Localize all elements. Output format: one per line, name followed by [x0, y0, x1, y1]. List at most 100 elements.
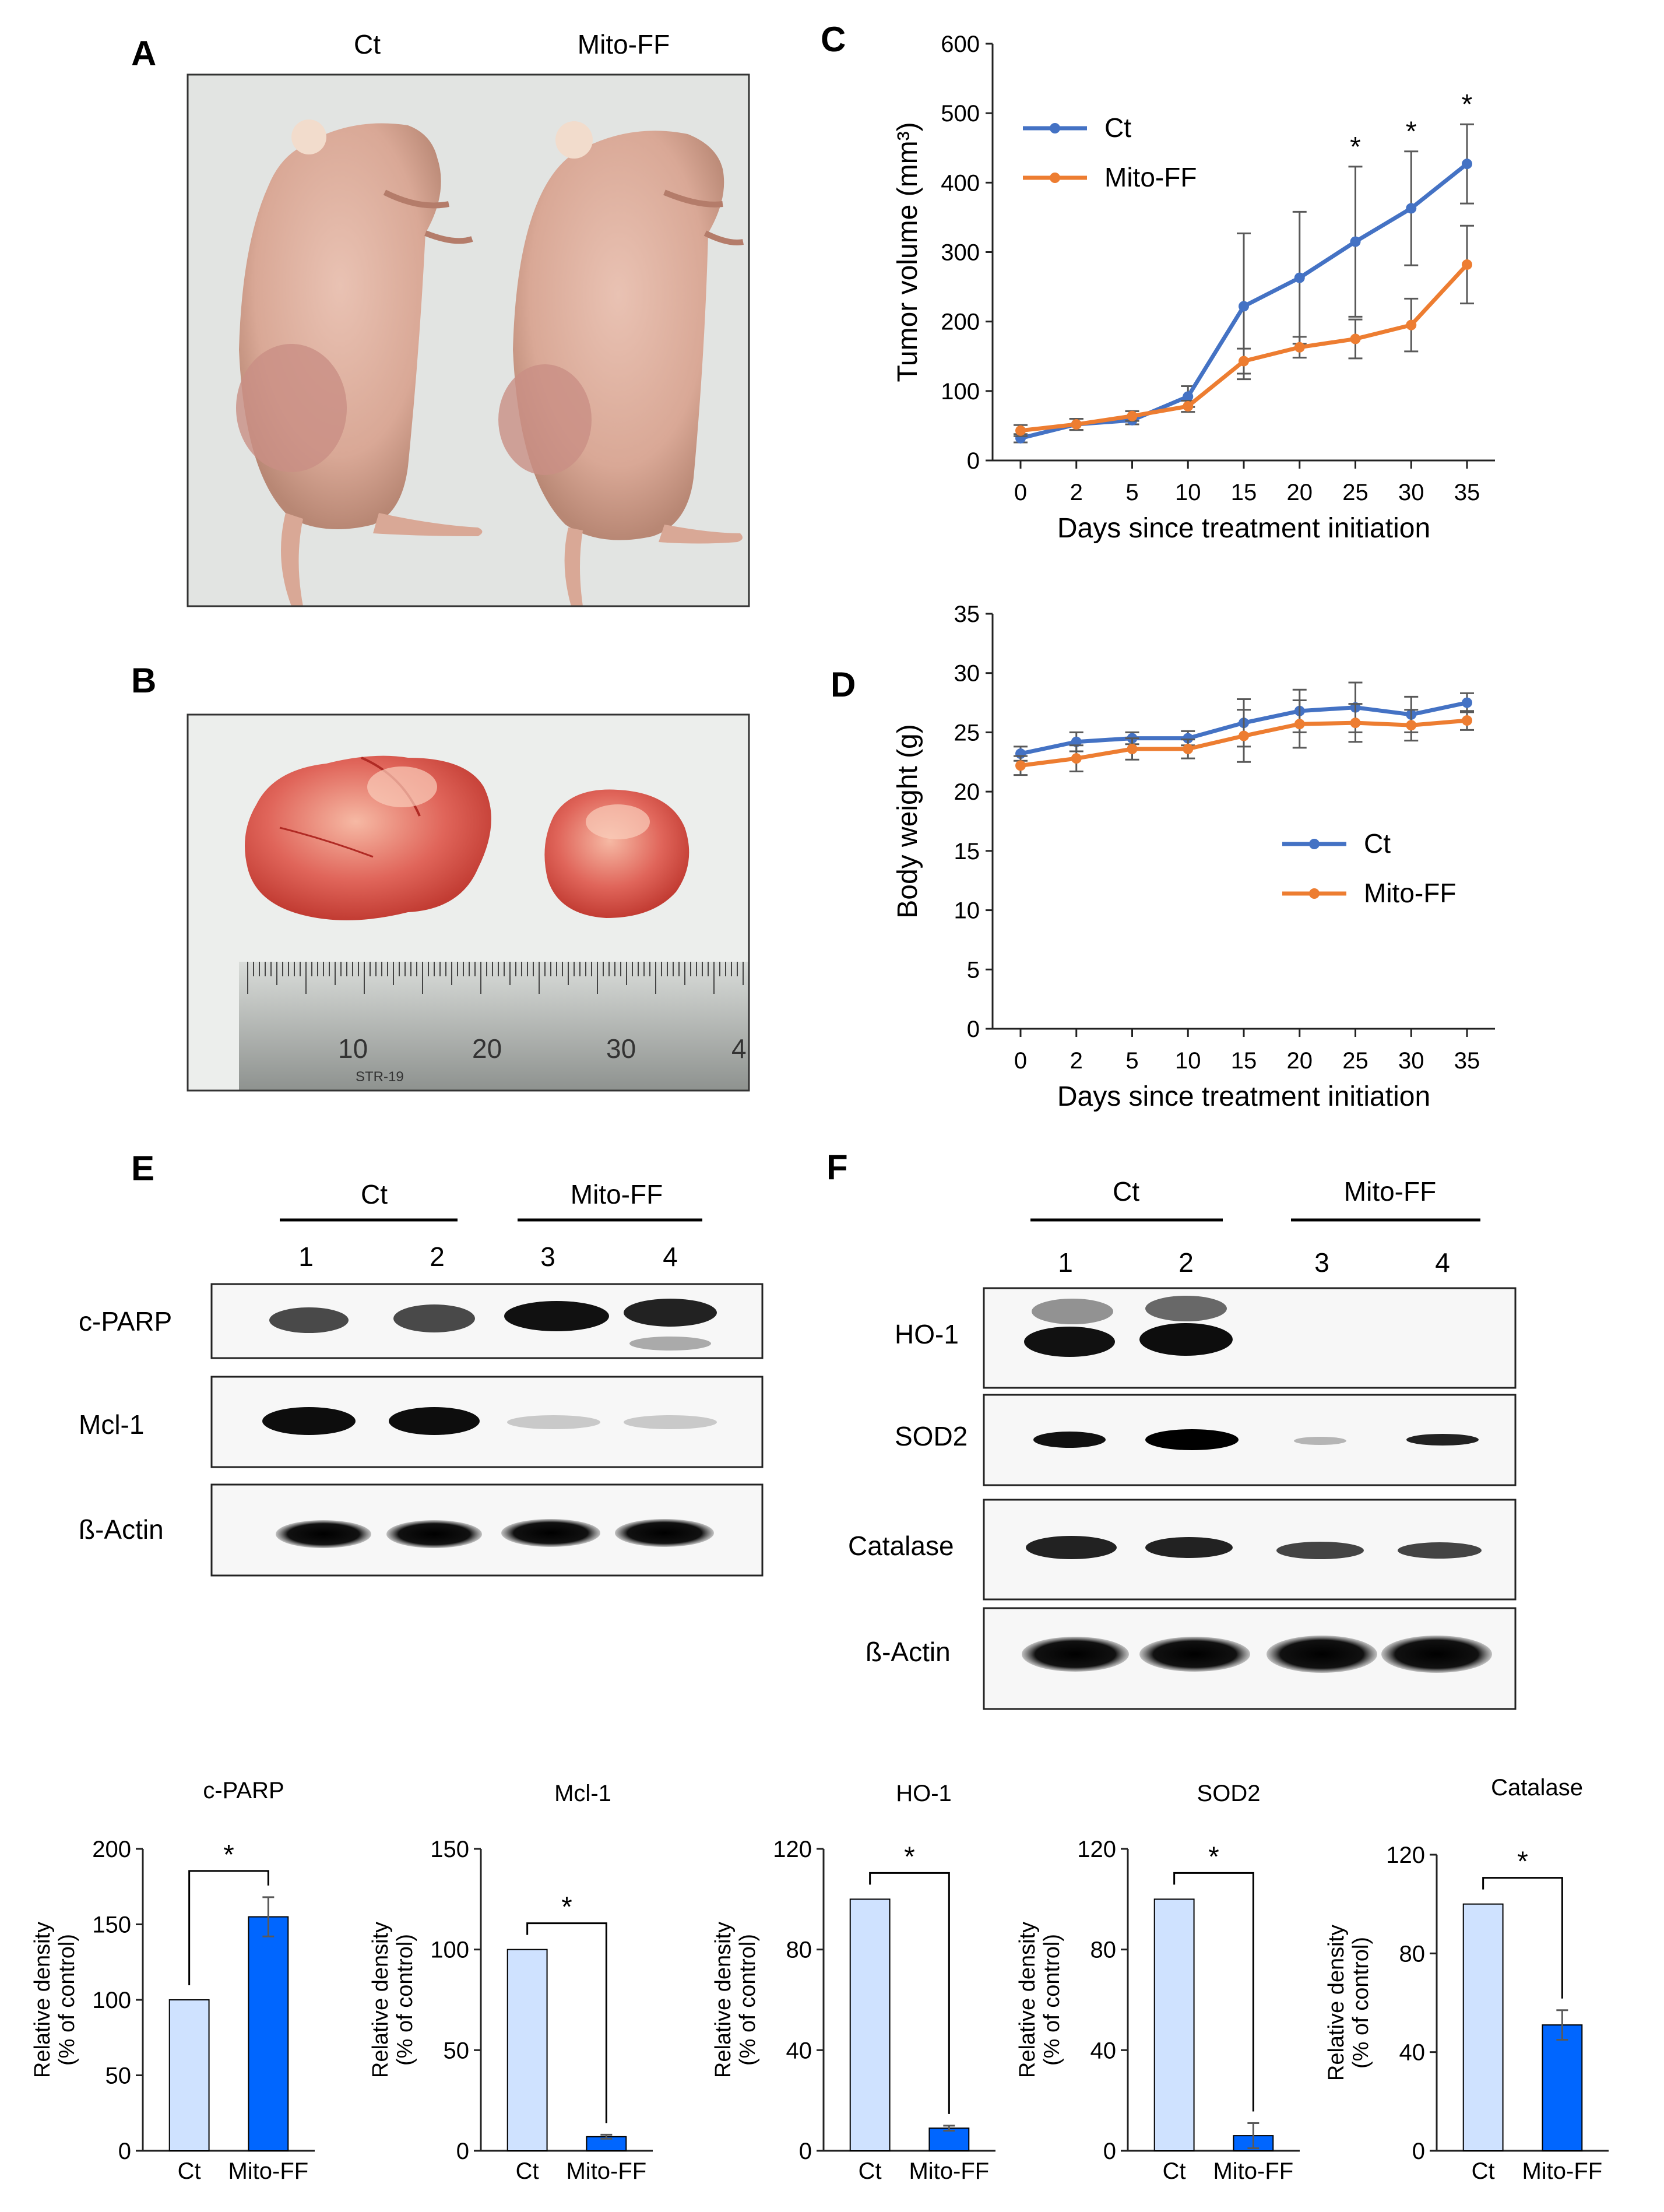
panel-e-label: E: [131, 1149, 154, 1188]
bar-ct: [168, 1999, 210, 2151]
legend-marker: [1050, 173, 1060, 183]
y-tick-label: 10: [954, 898, 980, 924]
y-axis-title-line2: (% of control): [1349, 1937, 1373, 2069]
data-point: [1462, 715, 1472, 726]
data-point: [1071, 736, 1082, 747]
x-tick-label: 5: [1125, 480, 1138, 505]
blot-f-catalase: [983, 1499, 1517, 1601]
legend-label: Mito-FF: [1104, 162, 1197, 192]
y-axis-title-line2: (% of control): [1040, 1934, 1064, 2066]
x-tick-label: 30: [1398, 1048, 1424, 1074]
y-tick-label: 15: [954, 839, 980, 864]
y-tick-label: 120: [1077, 1837, 1116, 1862]
x-tick-label: 2: [1070, 480, 1083, 505]
y-tick-label: 600: [941, 31, 980, 57]
bar-mito-ff: [928, 2127, 970, 2151]
panel-f: F Ct Mito-FF 1 2 3 4 HO-1 SOD2 Catalase: [826, 1148, 1517, 1710]
blot-e-label-mcl1: Mcl-1: [79, 1409, 144, 1440]
y-tick-label: 20: [954, 779, 980, 805]
bar-mito-ff: [1542, 2024, 1583, 2152]
y-axis-title: Body weight (g): [892, 724, 923, 919]
data-point: [1350, 718, 1361, 729]
data-point: [1350, 333, 1361, 344]
blot-e-mcl1: [210, 1376, 764, 1468]
y-tick-label: 120: [773, 1837, 812, 1862]
ruler: 10 20 30 4 STR-19: [239, 962, 749, 1091]
data-point: [1294, 272, 1305, 283]
x-tick-label: 35: [1454, 480, 1480, 505]
x-tick-label: 0: [1014, 1048, 1027, 1074]
x-tick-label: Mito-FF: [1213, 2158, 1293, 2184]
y-tick-label: 80: [1090, 1937, 1117, 1963]
ruler-mark-10: 10: [338, 1033, 368, 1064]
blot-f-ho1: [983, 1287, 1517, 1389]
y-axis-title-line2: (% of control): [55, 1934, 79, 2066]
y-tick-label: 40: [786, 2038, 812, 2063]
data-point: [1462, 159, 1472, 170]
data-point: [1015, 760, 1026, 771]
y-tick-label: 200: [92, 1837, 131, 1862]
blot-e-cparp: [210, 1283, 764, 1359]
y-tick-label: 40: [1090, 2038, 1117, 2063]
blot-f-group-ct: Ct: [1113, 1176, 1139, 1207]
bar-chart-title: Mcl-1: [554, 1781, 611, 1806]
blot-f-lane-2: 2: [1178, 1247, 1194, 1278]
y-axis-title-line1: Relative density: [1015, 1922, 1040, 2078]
y-tick-label: 0: [967, 448, 980, 474]
data-point: [1462, 259, 1472, 270]
y-tick-label: 30: [954, 661, 980, 687]
x-tick-label: 15: [1231, 1048, 1257, 1074]
y-tick-label: 0: [456, 2139, 469, 2164]
mouse-ct: [236, 119, 483, 606]
blot-f-actin: [983, 1607, 1517, 1710]
x-axis-title: Days since treatment initiation: [1057, 513, 1430, 544]
x-tick-label: Ct: [516, 2158, 539, 2184]
bar-chart-title: SOD2: [1197, 1781, 1261, 1806]
x-tick-label: Ct: [859, 2158, 882, 2184]
bar-catalase-chart: Catalase 0 40 80 120 Relative density (% of co…: [1324, 1775, 1609, 2184]
panel-d-label: D: [831, 665, 856, 704]
data-point: [1183, 391, 1194, 402]
data-point: [1071, 419, 1082, 430]
y-tick-label: 40: [1399, 2040, 1426, 2066]
bar-ct: [1462, 1903, 1504, 2152]
bar-mito-ff: [248, 1916, 289, 2152]
blot-f-sod2: [983, 1394, 1517, 1486]
significance-marker: *: [561, 1892, 572, 1923]
y-axis-title-line1: Relative density: [30, 1922, 55, 2078]
y-axis-title-line2: (% of control): [393, 1934, 417, 2066]
x-tick-label: 20: [1287, 1048, 1313, 1074]
panel-b-label: B: [131, 661, 156, 700]
data-point: [1015, 425, 1026, 436]
bar-chart-title: HO-1: [896, 1781, 952, 1806]
panel-a-col-ct: Ct: [354, 29, 381, 59]
panel-a-col-mito: Mito-FF: [578, 29, 670, 59]
y-tick-label: 35: [954, 602, 980, 627]
x-tick-label: 30: [1398, 480, 1424, 505]
significance-bracket: [188, 1870, 269, 1985]
blot-e-group-mito: Mito-FF: [571, 1179, 663, 1209]
x-tick-label: Ct: [1472, 2158, 1495, 2184]
blot-f-label-actin: ß-Actin: [866, 1637, 951, 1667]
legend-marker: [1050, 123, 1060, 133]
data-point: [1350, 236, 1361, 247]
y-tick-label: 200: [941, 310, 980, 335]
blot-f-label-ho1: HO-1: [895, 1319, 959, 1349]
significance-bracket: [1482, 1877, 1563, 1999]
y-axis-title-line1: Relative density: [1324, 1925, 1349, 2081]
y-axis-title-line2: (% of control): [736, 1934, 760, 2066]
mice-photo: [187, 73, 750, 607]
y-tick-label: 0: [967, 1017, 980, 1042]
bar-chart-title: Catalase: [1491, 1775, 1583, 1800]
bar-ct: [1153, 1898, 1195, 2151]
x-tick-label: Mito-FF: [228, 2158, 308, 2184]
x-tick-label: 25: [1342, 1048, 1369, 1074]
blot-e-group-ct: Ct: [361, 1179, 388, 1209]
legend-label: Ct: [1364, 828, 1391, 859]
blot-e-lane-3: 3: [540, 1242, 555, 1272]
blot-f-lane-1: 1: [1058, 1247, 1073, 1278]
y-tick-label: 5: [967, 957, 980, 983]
